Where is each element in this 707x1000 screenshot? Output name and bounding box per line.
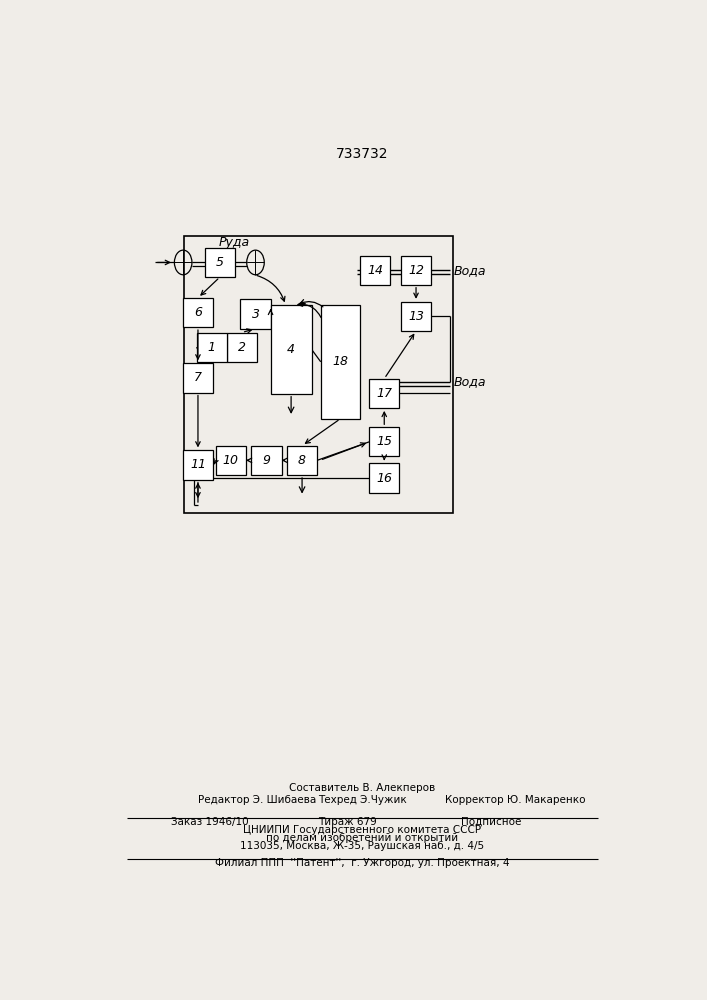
Text: 11: 11: [190, 458, 206, 471]
Text: 1: 1: [208, 341, 216, 354]
FancyBboxPatch shape: [183, 363, 213, 393]
FancyBboxPatch shape: [183, 450, 213, 480]
FancyBboxPatch shape: [205, 248, 235, 277]
Text: 4: 4: [287, 343, 295, 356]
FancyBboxPatch shape: [369, 427, 399, 456]
Text: Корректор Ю. Макаренко: Корректор Ю. Макаренко: [445, 795, 585, 805]
Text: 6: 6: [194, 306, 202, 319]
Text: Заказ 1946/10: Заказ 1946/10: [170, 817, 248, 827]
FancyBboxPatch shape: [287, 446, 317, 475]
Text: Руда: Руда: [219, 236, 250, 249]
FancyBboxPatch shape: [197, 333, 227, 362]
Text: 7: 7: [194, 371, 202, 384]
Text: 113035, Москва, Ж-35, Раушская наб., д. 4/5: 113035, Москва, Ж-35, Раушская наб., д. …: [240, 841, 484, 851]
Text: Тираж 679: Тираж 679: [319, 817, 378, 827]
FancyBboxPatch shape: [401, 302, 431, 331]
Text: Подписное: Подписное: [461, 817, 521, 827]
Text: Вода: Вода: [453, 375, 486, 388]
Text: 18: 18: [332, 355, 349, 368]
FancyBboxPatch shape: [360, 256, 390, 285]
Text: ЦНИИПИ Государственного комитета СССР: ЦНИИПИ Государственного комитета СССР: [243, 825, 481, 835]
FancyBboxPatch shape: [401, 256, 431, 285]
FancyBboxPatch shape: [369, 463, 399, 493]
Text: 10: 10: [223, 454, 239, 467]
Text: 16: 16: [376, 472, 392, 485]
FancyArrowPatch shape: [257, 276, 285, 301]
Text: 14: 14: [367, 264, 383, 277]
Text: 15: 15: [376, 435, 392, 448]
Text: Вода: Вода: [453, 264, 486, 277]
Text: по делам изобретений и открытий: по делам изобретений и открытий: [267, 833, 458, 843]
Text: 13: 13: [408, 310, 424, 323]
FancyBboxPatch shape: [271, 305, 312, 394]
Text: Составитель В. Алекперов: Составитель В. Алекперов: [289, 783, 436, 793]
Text: 17: 17: [376, 387, 392, 400]
FancyBboxPatch shape: [216, 446, 246, 475]
Text: 2: 2: [238, 341, 246, 354]
Bar: [185, 235, 452, 513]
FancyArrowPatch shape: [300, 300, 323, 307]
FancyBboxPatch shape: [369, 379, 399, 408]
Text: 733732: 733732: [336, 147, 389, 161]
FancyArrowPatch shape: [298, 302, 321, 318]
Text: Редактор Э. Шибаева: Редактор Э. Шибаева: [198, 795, 316, 805]
Text: 12: 12: [408, 264, 424, 277]
FancyBboxPatch shape: [227, 333, 257, 362]
Text: Техред Э.Чужик: Техред Э.Чужик: [319, 795, 407, 805]
Text: 8: 8: [298, 454, 306, 467]
FancyBboxPatch shape: [321, 305, 360, 419]
FancyBboxPatch shape: [252, 446, 281, 475]
Text: 9: 9: [262, 454, 271, 467]
Text: 5: 5: [216, 256, 224, 269]
Text: Филиал ППП  ''Патент'',  г. Ужгород, ул. Проектная, 4: Филиал ППП ''Патент'', г. Ужгород, ул. П…: [215, 858, 510, 868]
Text: 3: 3: [252, 308, 259, 321]
FancyBboxPatch shape: [183, 298, 213, 327]
FancyBboxPatch shape: [240, 299, 271, 329]
